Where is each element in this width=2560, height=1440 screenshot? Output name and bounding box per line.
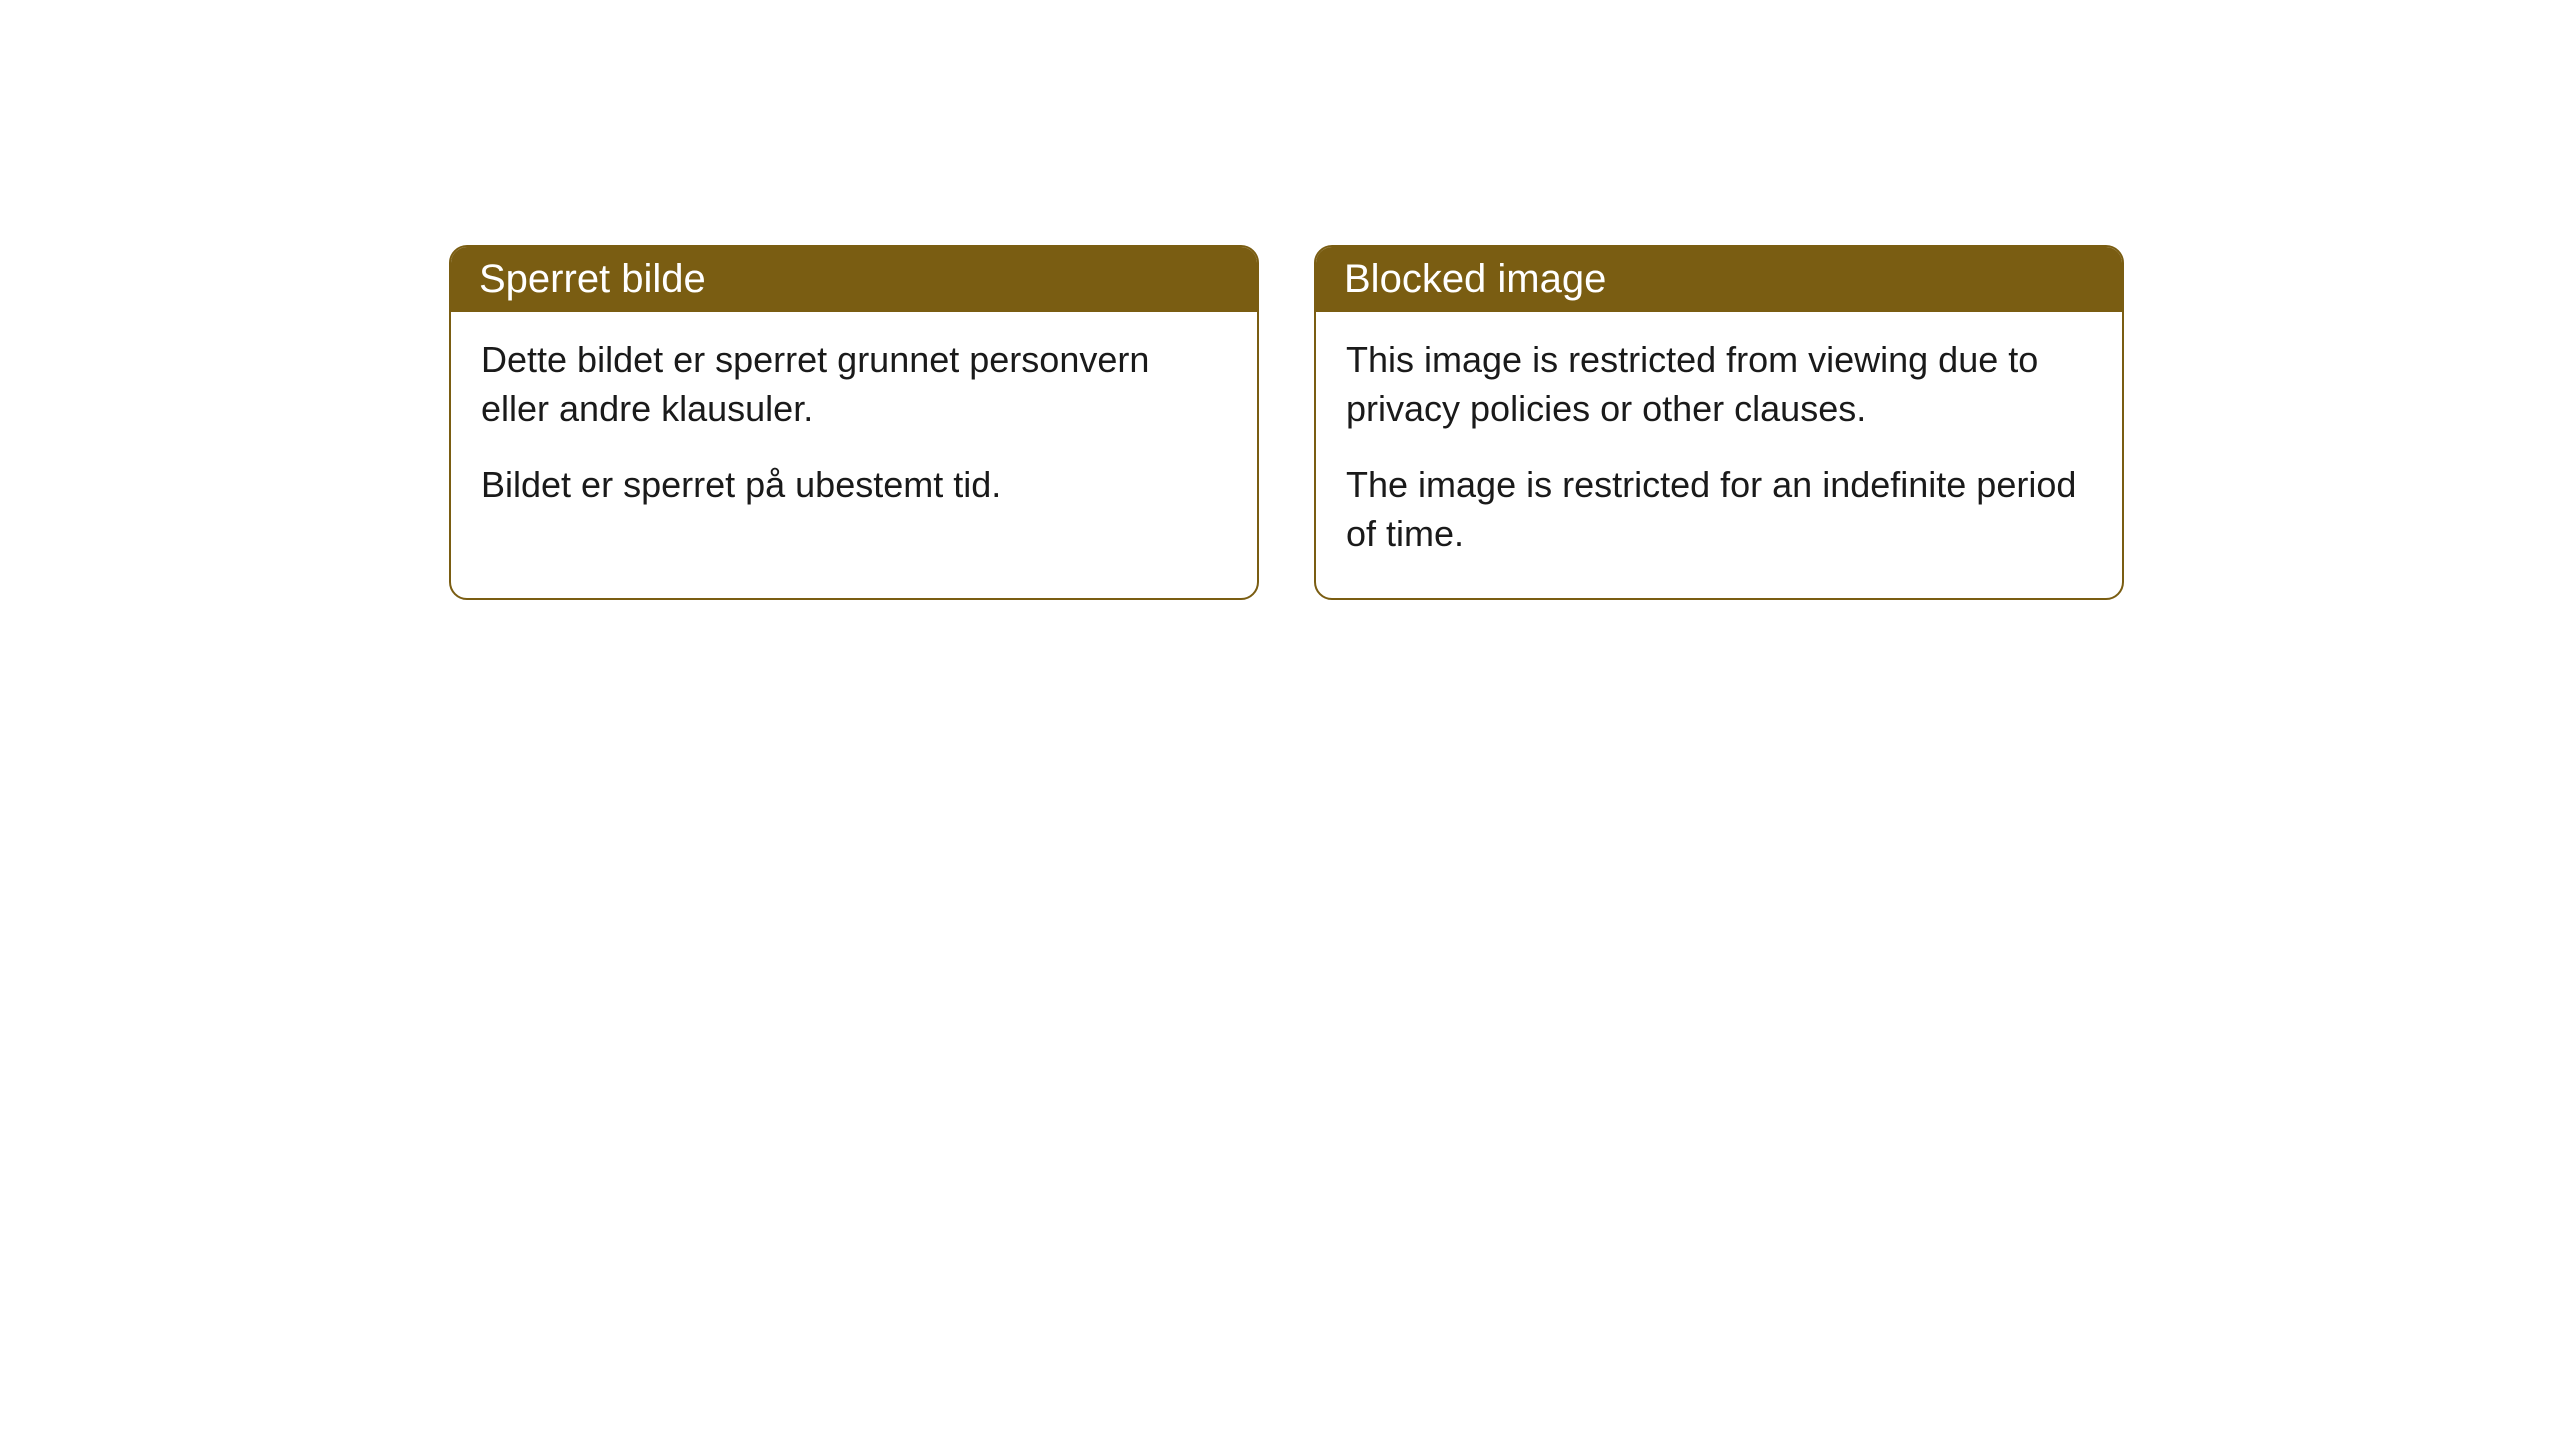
card-header-norwegian: Sperret bilde xyxy=(451,247,1257,312)
card-body-english: This image is restricted from viewing du… xyxy=(1316,312,2122,598)
card-header-english: Blocked image xyxy=(1316,247,2122,312)
card-text-english-1: This image is restricted from viewing du… xyxy=(1346,336,2092,433)
blocked-image-card-english: Blocked image This image is restricted f… xyxy=(1314,245,2124,600)
blocked-image-card-norwegian: Sperret bilde Dette bildet er sperret gr… xyxy=(449,245,1259,600)
blocked-image-notices: Sperret bilde Dette bildet er sperret gr… xyxy=(449,245,2124,600)
card-text-norwegian-1: Dette bildet er sperret grunnet personve… xyxy=(481,336,1227,433)
card-text-norwegian-2: Bildet er sperret på ubestemt tid. xyxy=(481,461,1227,510)
card-text-english-2: The image is restricted for an indefinit… xyxy=(1346,461,2092,558)
card-body-norwegian: Dette bildet er sperret grunnet personve… xyxy=(451,312,1257,550)
